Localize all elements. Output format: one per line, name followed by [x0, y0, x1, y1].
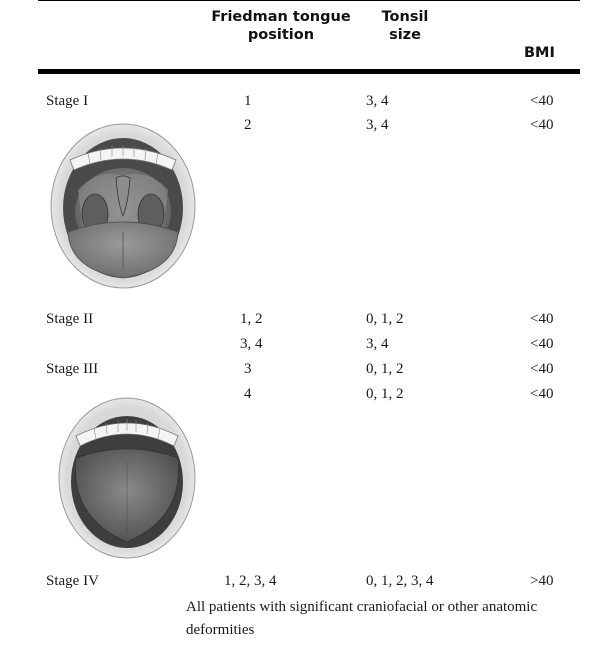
mouth-tongue-illustration — [52, 392, 202, 562]
stage-label: Stage II — [46, 311, 94, 327]
header-rule — [38, 69, 580, 74]
top-rule — [38, 0, 580, 1]
tongue-position-value: 3, 4 — [240, 336, 263, 352]
tonsil-size-value: 0, 1, 2, 3, 4 — [366, 573, 434, 589]
tonsil-size-value: 0, 1, 2 — [366, 361, 404, 377]
mouth-tonsils-illustration — [48, 120, 198, 290]
bmi-value: <40 — [530, 117, 554, 133]
bmi-value: <40 — [530, 311, 554, 327]
header-tonsil-size: Tonsil size — [360, 8, 450, 44]
tonsil-size-value: 0, 1, 2 — [366, 386, 404, 402]
stage-label: Stage IV — [46, 573, 99, 589]
tongue-position-value: 3 — [244, 361, 252, 377]
tonsil-size-value: 0, 1, 2 — [366, 311, 404, 327]
bmi-value: >40 — [530, 573, 554, 589]
stage-label: Stage III — [46, 361, 99, 377]
header-bmi: BMI — [524, 45, 555, 61]
bmi-value: <40 — [530, 361, 554, 377]
bmi-value: <40 — [530, 336, 554, 352]
bmi-value: <40 — [530, 386, 554, 402]
header-tonsil-size-line2: size — [389, 27, 421, 43]
tonsil-size-value: 3, 4 — [366, 336, 389, 352]
bmi-value: <40 — [530, 93, 554, 109]
tongue-position-value: 1, 2, 3, 4 — [224, 573, 277, 589]
tongue-position-value: 4 — [244, 386, 252, 402]
tonsil-size-value: 3, 4 — [366, 93, 389, 109]
header-tongue-position: Friedman tongue position — [186, 8, 376, 44]
table-footnote: All patients with significant craniofaci… — [186, 599, 538, 638]
tongue-position-value: 2 — [244, 117, 252, 133]
tonsil-size-value: 3, 4 — [366, 117, 389, 133]
header-tonsil-size-line1: Tonsil — [381, 9, 429, 25]
tongue-position-value: 1, 2 — [240, 311, 263, 327]
stage-label: Stage I — [46, 93, 89, 109]
header-tongue-position-line1: Friedman tongue — [211, 9, 351, 25]
tongue-position-value: 1 — [244, 93, 252, 109]
header-tongue-position-line2: position — [247, 27, 315, 43]
